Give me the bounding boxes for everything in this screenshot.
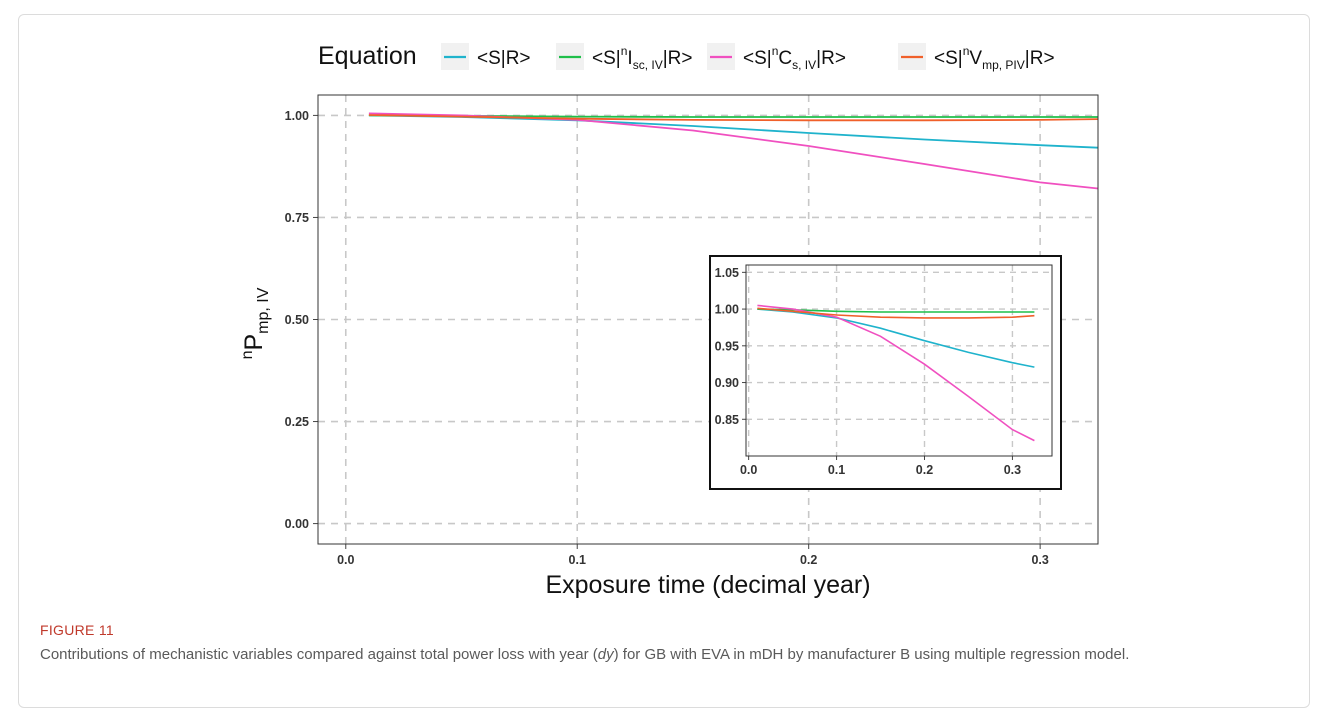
legend-label-sup: n bbox=[963, 44, 970, 58]
x-tick-label: 0.3 bbox=[1031, 553, 1048, 567]
y-tick-label: 0.75 bbox=[285, 211, 309, 225]
inset-y-tick-label: 0.90 bbox=[715, 376, 739, 390]
y-tick-label: 0.50 bbox=[285, 313, 309, 327]
y-tick-label: 1.00 bbox=[285, 109, 309, 123]
plot-border bbox=[317, 94, 1099, 545]
caption-part-2: ) for GB with EVA in mDH by manufacturer… bbox=[613, 646, 1130, 663]
y-axis-label-sub: mp, IV bbox=[255, 287, 272, 334]
x-tick-label: 0.1 bbox=[569, 553, 586, 567]
legend-label-base: I bbox=[627, 48, 632, 69]
inset-x-tick-label: 0.0 bbox=[740, 463, 757, 477]
inset-series-line-0 bbox=[757, 308, 1035, 368]
legend-title: Equation bbox=[318, 42, 417, 70]
legend-label-base: C bbox=[778, 48, 792, 69]
legend-label-sub: sc, IV bbox=[633, 58, 663, 72]
legend-label-2: <S|nCs, IV|R> bbox=[743, 44, 846, 72]
x-tick-label: 0.2 bbox=[800, 553, 817, 567]
x-axis-label: Exposure time (decimal year) bbox=[545, 571, 870, 599]
legend-label-pre: <S| bbox=[934, 48, 963, 69]
inset-plot: 0.85 0.90 0.95 1.00 1.05 0.0 0.1 0.2 0.3 bbox=[715, 264, 1053, 477]
inset-plot-border bbox=[745, 264, 1053, 457]
y-axis-label-sup: n bbox=[239, 351, 256, 360]
inset-x-tick-label: 0.3 bbox=[1004, 463, 1021, 477]
inset-x-tick-label: 0.2 bbox=[916, 463, 933, 477]
legend: Equation <S|R> <S|nIsc, IV|R> <S|nCs, IV|R>… bbox=[318, 42, 1055, 72]
legend-label-post: |R> bbox=[816, 48, 846, 69]
series-line-3 bbox=[368, 114, 1099, 122]
y-axis-label: nPmp, IV bbox=[239, 287, 272, 359]
legend-label-pre: <S| bbox=[592, 48, 621, 69]
main-plot: 0.00 0.25 0.50 0.75 1.00 0.0 0.1 0.2 0.3 Exposure… bbox=[239, 94, 1099, 599]
legend-label-sub: mp, PIV bbox=[982, 58, 1025, 72]
figure-label: FIGURE 11 bbox=[40, 622, 115, 638]
y-axis-label-base: P bbox=[240, 334, 268, 351]
x-tick-label: 0.0 bbox=[337, 553, 354, 567]
legend-label-post: |R> bbox=[663, 48, 693, 69]
legend-label-post: |R> bbox=[1025, 48, 1055, 69]
caption-part-1: Contributions of mechanistic variables c… bbox=[40, 646, 598, 663]
legend-label-base: V bbox=[969, 48, 982, 69]
y-tick-label: 0.00 bbox=[285, 517, 309, 531]
inset-series-line-2 bbox=[757, 304, 1035, 442]
legend-label-1: <S|nIsc, IV|R> bbox=[592, 44, 692, 72]
inset-y-tick-label: 0.85 bbox=[715, 413, 739, 427]
legend-label-pre: <S| bbox=[743, 48, 772, 69]
inset-frame bbox=[709, 255, 1062, 490]
caption-italic: dy bbox=[597, 646, 614, 663]
legend-label-0: <S|R> bbox=[477, 48, 531, 69]
figure-caption: FIGURE 11 Contributions of mechanistic v… bbox=[40, 622, 1290, 666]
inset-y-tick-label: 0.95 bbox=[715, 339, 739, 353]
inset-x-tick-label: 0.1 bbox=[828, 463, 845, 477]
inset-series-line-3 bbox=[757, 307, 1035, 319]
inset-y-tick-label: 1.05 bbox=[715, 266, 739, 280]
legend-label-3: <S|nVmp, PIV|R> bbox=[934, 44, 1055, 72]
legend-label-sup: n bbox=[772, 44, 779, 58]
legend-label-sup: n bbox=[621, 44, 628, 58]
figure-caption-text: Contributions of mechanistic variables c… bbox=[40, 644, 1290, 666]
legend-label-sub: s, IV bbox=[792, 58, 816, 72]
y-tick-label: 0.25 bbox=[285, 415, 309, 429]
inset-y-tick-label: 1.00 bbox=[715, 303, 739, 317]
legend-label-pre: <S|R> bbox=[477, 48, 531, 69]
